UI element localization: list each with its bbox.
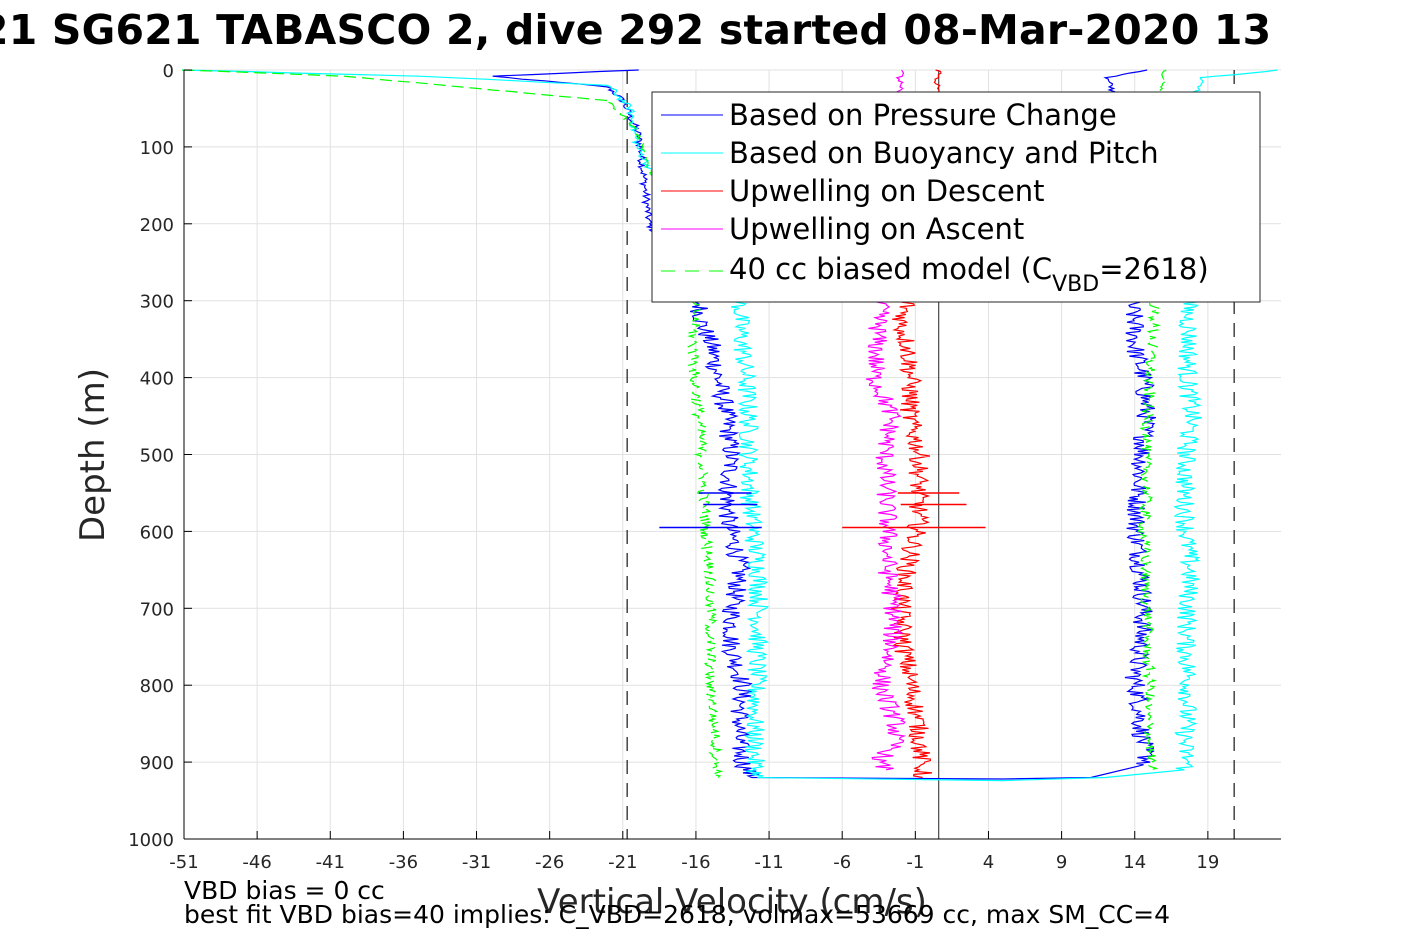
y-tick-label: 300 [140,292,174,313]
legend-box [651,91,1261,303]
x-tick-label: -21 [608,852,637,873]
legend: Based on Pressure Change Based on Buoyan… [651,91,1261,303]
ticks: -51 -46 -41 -36 -31 -26 -21 -16 -11 -6 -1 4 9 14 19 0 10… [128,61,1219,873]
legend-model-suffix: =2618) [1099,252,1208,286]
legend-label-pressure: Based on Pressure Change [729,98,1117,132]
x-axis-label: Vertical Velocity (cm/s) [537,882,927,922]
y-tick-label: 0 [163,61,174,82]
x-tick-label: -16 [681,852,710,873]
y-tick-label: 500 [140,446,174,467]
x-tick-label: -26 [535,852,564,873]
x-tick-label: 9 [1056,852,1067,873]
y-tick-label: 100 [140,138,174,159]
y-axis-label: Depth (m) [73,368,113,542]
x-tick-label: -46 [242,852,271,873]
legend-label-buoyancy: Based on Buoyancy and Pitch [729,136,1159,170]
legend-model-prefix: 40 cc biased model (C [729,252,1052,286]
series-line-bottom [751,765,1140,780]
legend-label-model: 40 cc biased model (CVBD=2618) [729,252,1209,297]
legend-label-up-descent: Upwelling on Descent [729,174,1045,208]
x-tick-label: -1 [906,852,924,873]
chart-title: 21 SG621 TABASCO 2, dive 292 started 08-… [0,6,1272,54]
series-line-bottom [757,769,1185,782]
y-tick-label: 800 [140,676,174,697]
x-tick-label: -36 [389,852,418,873]
y-tick-label: 400 [140,369,174,390]
y-tick-label: 700 [140,599,174,620]
legend-model-subscript: VBD [1052,272,1099,297]
y-tick-label: 600 [140,522,174,543]
best-fit-note: best fit VBD bias=40 implies: C_VBD=2618… [184,900,1171,929]
noise-spikes [659,492,986,529]
y-tick-label: 200 [140,215,174,236]
x-tick-label: 4 [983,852,994,873]
y-tick-label: 1000 [128,830,174,851]
x-tick-label: 19 [1196,852,1219,873]
x-tick-label: -11 [754,852,783,873]
series-line-descent [182,69,724,778]
legend-label-up-ascent: Upwelling on Ascent [729,212,1024,246]
x-tick-label: -31 [462,852,491,873]
series-line-descent [492,69,760,779]
x-tick-label: 14 [1123,852,1146,873]
vbd-bias-note: VBD bias = 0 cc [184,876,385,905]
x-tick-label: -6 [833,852,851,873]
x-tick-label: -41 [316,852,345,873]
x-tick-label: -51 [169,852,198,873]
y-tick-label: 900 [140,753,174,774]
